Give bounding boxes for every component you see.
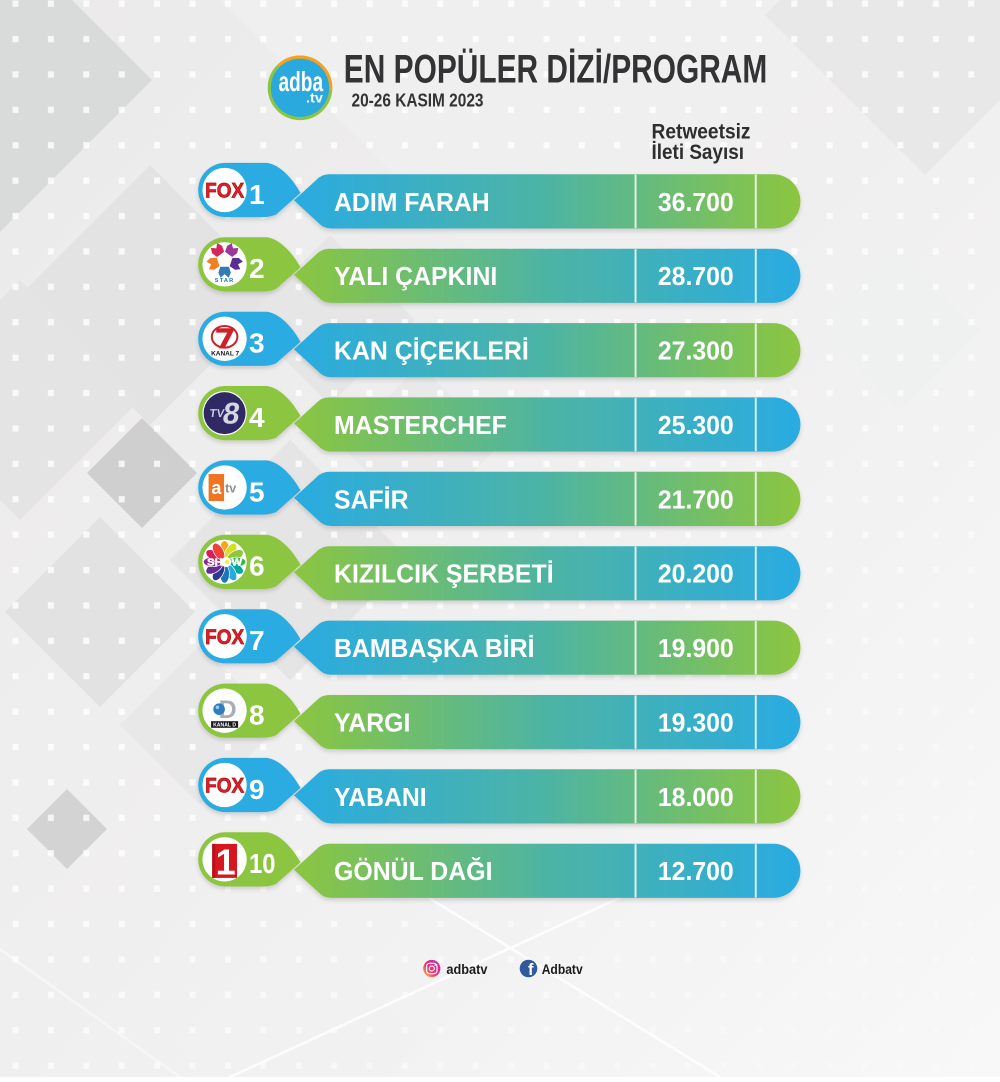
svg-text:YALI ÇAPKINI: YALI ÇAPKINI [334,261,497,291]
svg-text:EN POPÜLER DİZİ/PROGRAM: EN POPÜLER DİZİ/PROGRAM [344,47,768,92]
svg-text:FOX: FOX [205,180,244,203]
svg-text:SHOW: SHOW [207,558,243,569]
svg-text:SAFİR: SAFİR [334,484,409,514]
svg-text:ADIM FARAH: ADIM FARAH [334,187,490,217]
svg-text:TV: TV [209,408,226,420]
svg-text:a: a [211,478,222,498]
svg-text:KANAL 7: KANAL 7 [211,351,239,358]
svg-text:MASTERCHEF: MASTERCHEF [334,410,507,440]
svg-text:adba: adba [279,66,324,97]
svg-text:4: 4 [249,402,265,433]
svg-text:1: 1 [216,841,236,882]
svg-text:9: 9 [249,774,265,805]
svg-text:KANAL D: KANAL D [213,723,236,729]
svg-text:tv: tv [225,482,236,496]
svg-text:.tv: .tv [306,91,324,106]
svg-text:28.700: 28.700 [658,261,734,291]
svg-text:18.000: 18.000 [658,782,734,812]
svg-text:D: D [219,696,237,724]
svg-text:8: 8 [249,700,265,731]
svg-text:19.300: 19.300 [658,708,734,738]
svg-text:KIZILCIK ŞERBETİ: KIZILCIK ŞERBETİ [334,559,554,589]
svg-text:36.700: 36.700 [658,187,734,217]
svg-text:19.900: 19.900 [658,633,734,663]
svg-text:20.200: 20.200 [658,559,734,589]
svg-text:21.700: 21.700 [658,484,734,514]
svg-text:BAMBAŞKA BİRİ: BAMBAŞKA BİRİ [334,633,535,663]
svg-text:8: 8 [221,398,242,431]
svg-text:adbatv: adbatv [446,961,487,977]
svg-text:YABANI: YABANI [334,782,427,812]
svg-text:25.300: 25.300 [658,410,734,440]
svg-text:1: 1 [249,179,265,210]
svg-text:KAN ÇİÇEKLERİ: KAN ÇİÇEKLERİ [334,336,529,366]
svg-text:İleti Sayısı: İleti Sayısı [652,141,745,164]
svg-text:FOX: FOX [205,775,244,798]
svg-text:20-26 KASIM 2023: 20-26 KASIM 2023 [352,91,484,111]
svg-text:3: 3 [249,328,265,359]
svg-text:f: f [528,961,534,979]
svg-text:GÖNÜL DAĞI: GÖNÜL DAĞI [334,856,493,886]
svg-text:6: 6 [249,551,265,582]
svg-text:Adbatv: Adbatv [542,961,583,977]
svg-text:STAR: STAR [215,278,235,284]
svg-text:10: 10 [249,848,276,879]
svg-text:Retweetsiz: Retweetsiz [652,120,751,143]
svg-text:5: 5 [249,476,265,507]
svg-text:YARGI: YARGI [334,708,410,738]
svg-text:27.300: 27.300 [658,336,734,366]
svg-text:FOX: FOX [205,626,244,649]
svg-text:7: 7 [249,625,265,656]
svg-text:2: 2 [249,253,265,284]
svg-text:12.700: 12.700 [658,856,734,886]
